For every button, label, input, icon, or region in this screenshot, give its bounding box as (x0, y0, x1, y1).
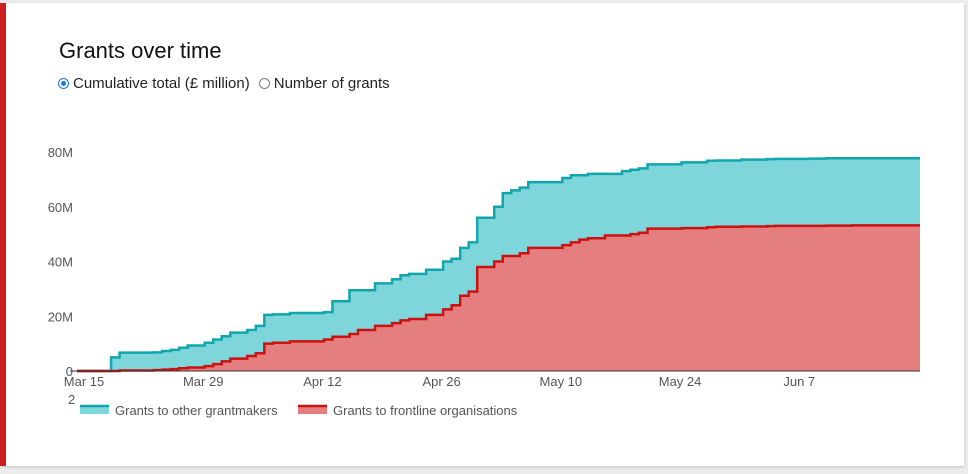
line-other-grantmakers (77, 157, 920, 373)
legend-label: Grants to other grantmakers (115, 403, 278, 418)
x-tick-label: Mar 15 (64, 374, 104, 389)
legend-other-grantmakers: Grants to other grantmakers (80, 403, 278, 418)
line-frontline-organisations (77, 224, 920, 373)
y-tick-label: 0 (66, 364, 73, 379)
radio-cumulative-label: Cumulative total (£ million) (73, 75, 250, 92)
chart-legend: Grants to other grantmakers Grants to fro… (80, 403, 518, 418)
chart-title: Grants over time (59, 38, 222, 63)
area-frontline-organisations (77, 225, 920, 371)
radio-number-label: Number of grants (273, 75, 390, 92)
accent-bar (0, 3, 6, 466)
y-tick-label: 60M (48, 200, 73, 215)
radio-number-indicator[interactable] (258, 78, 270, 89)
x-tick-label: Apr 12 (303, 374, 341, 389)
radio-cumulative-total[interactable]: Cumulative total (£ million) (58, 75, 250, 92)
metric-radio-group: Cumulative total (£ million) Number of g… (58, 75, 399, 92)
area-other-grantmakers (77, 158, 920, 371)
legend-swatch (80, 405, 109, 414)
y-tick-label: 80M (48, 145, 73, 160)
x-tick-label: May 24 (659, 374, 702, 389)
x-tick-label: May 10 (540, 374, 583, 389)
chart-lines (77, 157, 920, 373)
y-axis-ticks: 0 20M 40M 60M 80M (48, 145, 73, 379)
x-axis-ticks: Mar 15 Mar 29 Apr 12 Apr 26 May 10 May 24 Jun … (64, 374, 815, 389)
legend-swatch (298, 405, 327, 414)
y-tick-label: 20M (48, 309, 73, 324)
radio-number-of-grants[interactable]: Number of grants (258, 75, 390, 92)
legend-frontline-organisations: Grants to frontline organisations (298, 403, 518, 418)
legend-label: Grants to frontline organisations (333, 403, 518, 418)
chart-areas (77, 158, 920, 371)
y-tick-label: 40M (48, 255, 73, 270)
x-tick-label: Mar 29 (183, 374, 223, 389)
x-tick-label: Jun 7 (783, 374, 815, 389)
x-tick-label: Apr 26 (422, 374, 460, 389)
stray-axis-label: 2 (68, 392, 75, 407)
radio-cumulative-indicator[interactable] (58, 78, 69, 89)
